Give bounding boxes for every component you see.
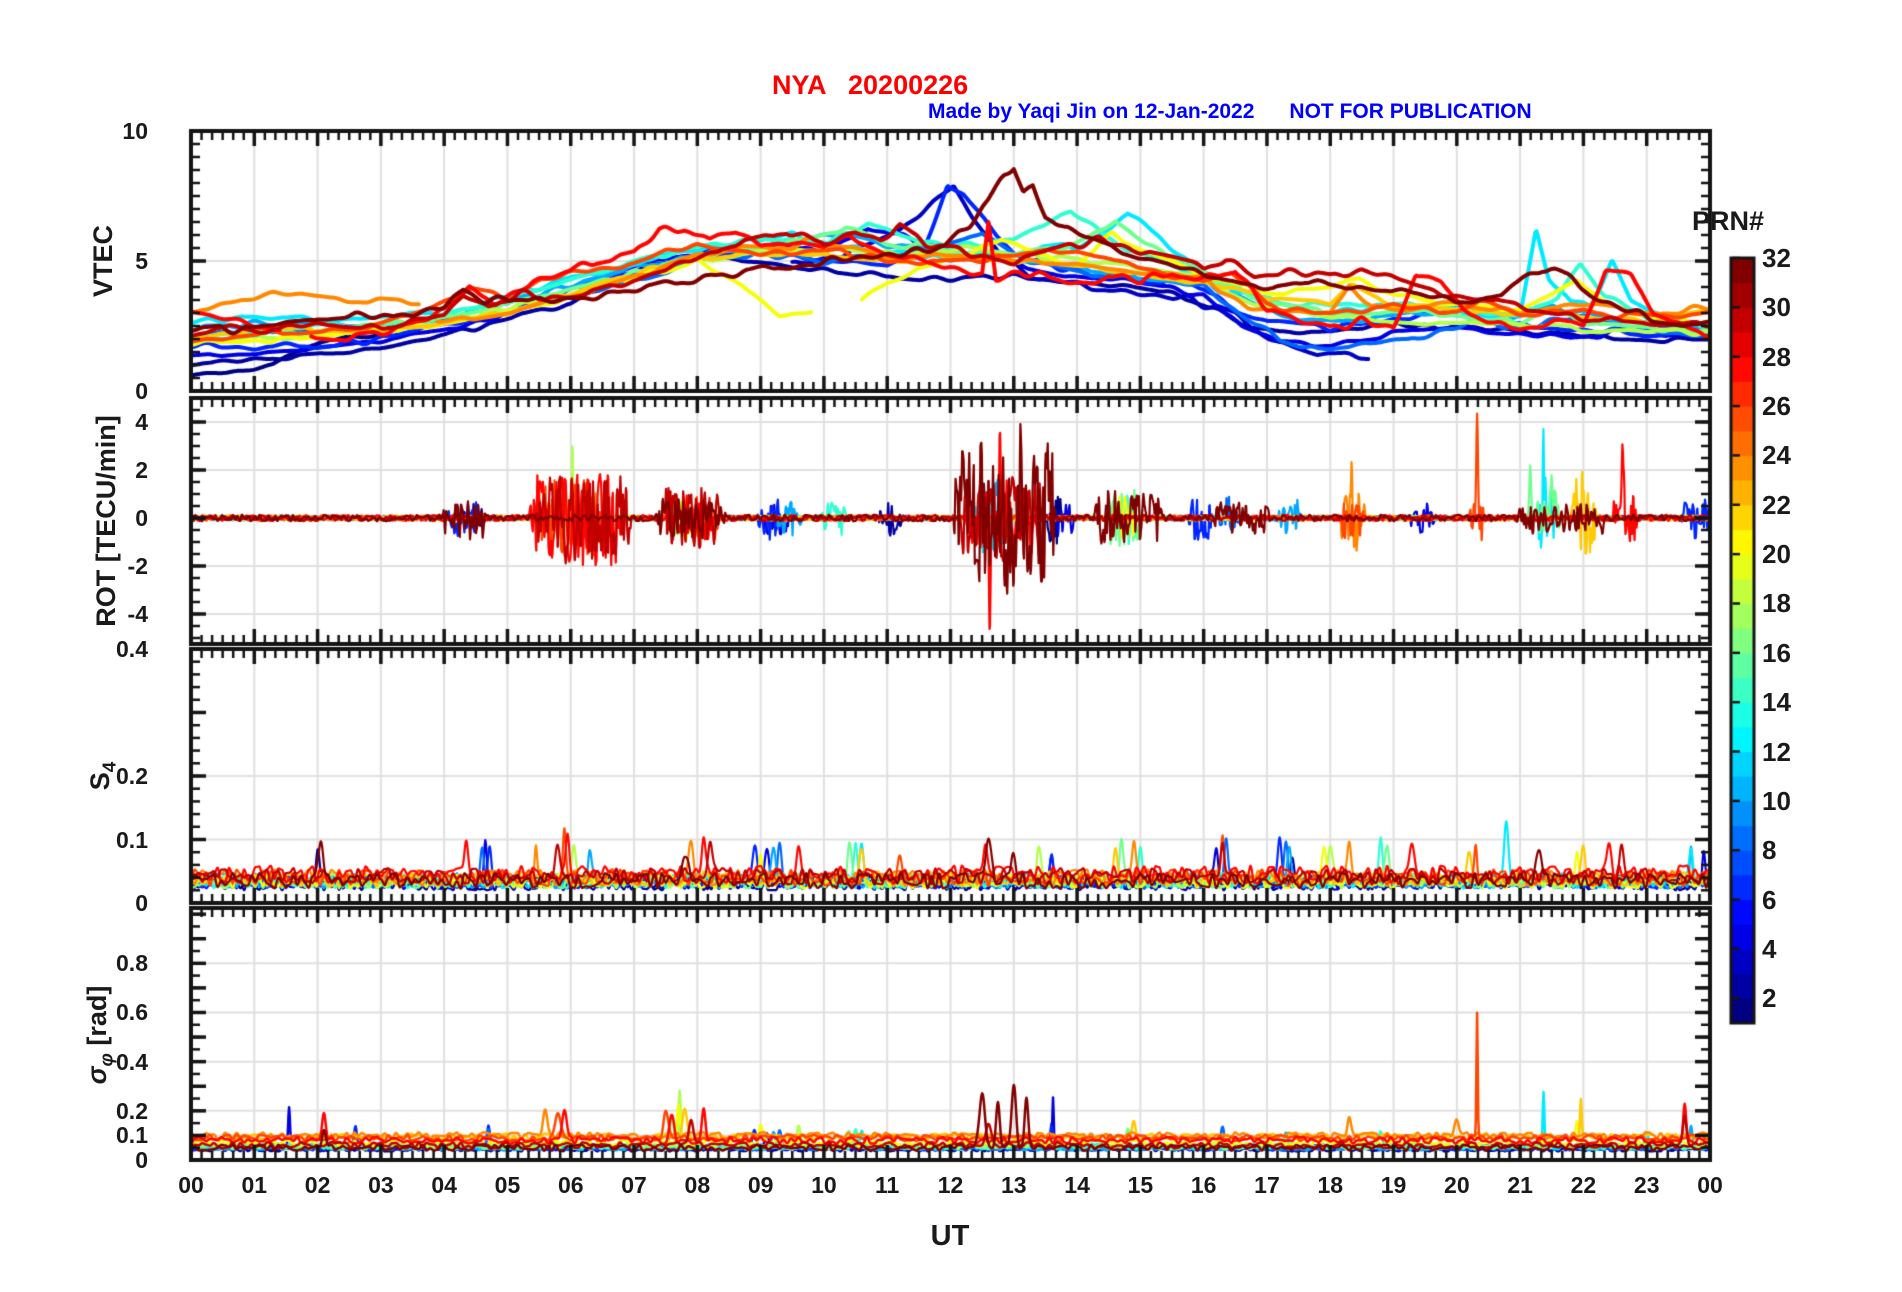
x-tick-label: 12 (937, 1172, 964, 1198)
x-tick-label: 00 (178, 1172, 204, 1198)
y-tick-label: 0.2 (116, 763, 148, 789)
x-tick-label: 23 (1633, 1172, 1660, 1198)
y-tick-label: -2 (127, 553, 148, 579)
x-tick-label: 15 (1127, 1172, 1154, 1198)
colorbar-tick-label: 22 (1762, 489, 1791, 520)
y-tick-label: 10 (122, 118, 148, 144)
y-tick-label: 0.4 (116, 636, 148, 662)
colorbar-tick-label: 16 (1762, 637, 1791, 668)
x-tick-label: 06 (557, 1172, 584, 1198)
y-tick-label: 0 (135, 505, 148, 531)
colorbar-tick-label: 18 (1762, 588, 1791, 619)
y-tick-label: 4 (135, 409, 148, 435)
colorbar-tick-label: 20 (1762, 539, 1791, 570)
x-tick-label: 00 (1697, 1172, 1723, 1198)
y-tick-label: 0.4 (116, 1048, 148, 1075)
colorbar-title: PRN# (1692, 206, 1765, 236)
x-tick-label: 14 (1064, 1172, 1090, 1198)
y-tick-label: -4 (127, 601, 148, 627)
colorbar-tick-label: 28 (1762, 341, 1791, 372)
y-tick-label: 0 (135, 890, 148, 916)
y-tick-label: 0.1 (116, 826, 148, 853)
page-title: NYA 20200226 (772, 70, 969, 100)
x-tick-label: 10 (811, 1172, 837, 1198)
x-tick-label: 20 (1444, 1172, 1470, 1198)
colorbar-tick-label: 32 (1762, 243, 1791, 273)
x-tick-label: 16 (1190, 1172, 1217, 1198)
colorbar-tick-label: 2 (1762, 983, 1777, 1014)
x-tick-label: 05 (494, 1172, 521, 1198)
colorbar-tick-label: 6 (1762, 884, 1777, 915)
x-tick-label: 04 (431, 1172, 457, 1198)
x-axis-label: UT (930, 1220, 970, 1252)
x-tick-label: 01 (241, 1172, 268, 1198)
colorbar-tick-label: 26 (1762, 391, 1791, 422)
colorbar-tick-label: 4 (1762, 933, 1777, 964)
credit-watermark: Made by Yaqi Jin on 12-Jan-2022 NOT FOR … (928, 100, 1532, 123)
colorbar-tick-label: 8 (1762, 835, 1777, 866)
y-tick-label: 0 (135, 378, 148, 404)
colorbar-tick-label: 12 (1762, 736, 1791, 767)
x-tick-label: 09 (747, 1172, 774, 1198)
x-tick-label: 19 (1380, 1172, 1407, 1198)
x-tick-label: 07 (621, 1172, 647, 1198)
x-tick-label: 13 (1000, 1172, 1027, 1198)
colorbar-tick-label: 24 (1762, 440, 1791, 471)
y-tick-label: 5 (135, 248, 148, 274)
y-tick-label: 0.6 (116, 999, 148, 1026)
y-tick-label: 2 (135, 457, 148, 483)
x-tick-label: 17 (1254, 1172, 1280, 1198)
x-tick-label: 21 (1507, 1172, 1533, 1198)
y-tick-label: 0.2 (116, 1097, 148, 1124)
y-tick-label: 0.8 (116, 950, 148, 977)
colorbar-tick-label: 10 (1762, 785, 1791, 816)
y-tick-label: 0 (135, 1147, 148, 1173)
colorbar-tick-label: 14 (1762, 687, 1791, 718)
x-tick-label: 11 (875, 1172, 900, 1198)
x-tick-label: 22 (1570, 1172, 1597, 1198)
x-tick-label: 03 (368, 1172, 394, 1198)
colorbar-tick-label: 30 (1762, 292, 1791, 323)
x-tick-label: 02 (304, 1172, 331, 1198)
x-tick-label: 08 (684, 1172, 711, 1198)
x-tick-label: 18 (1317, 1172, 1344, 1198)
y-tick-label: 0.1 (116, 1122, 148, 1149)
